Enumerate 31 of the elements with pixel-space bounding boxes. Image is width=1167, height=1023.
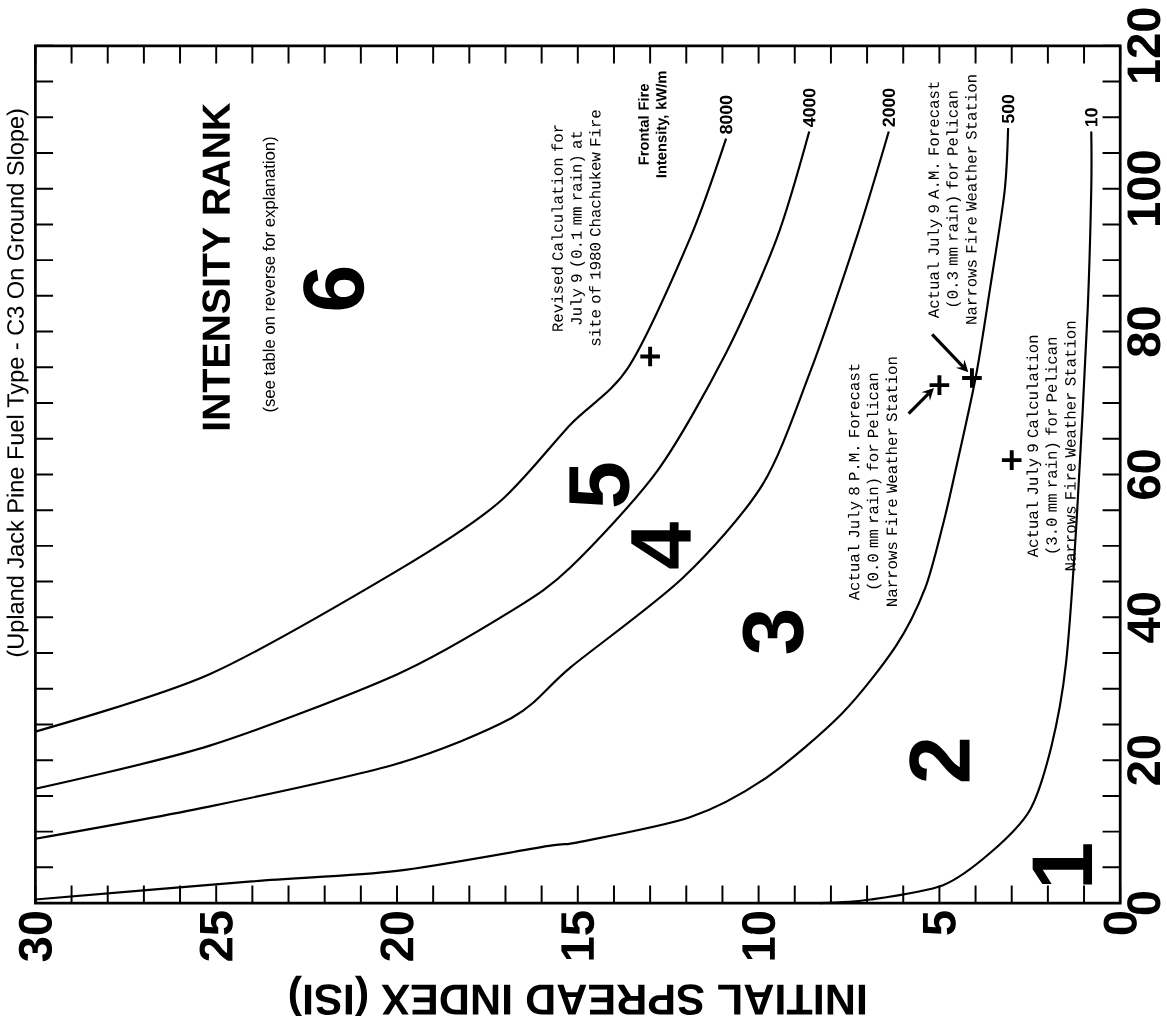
- text: (Upland Jack Pine Fuel Type - C3 On Ground Slope): [6, 109, 29, 657]
- y-tick-label: 100: [1127, 151, 1161, 226]
- y-tick-label: 60: [1127, 450, 1161, 500]
- annotation: 2: [909, 739, 970, 782]
- annotation: (see table on reverse for explanation): [262, 137, 279, 412]
- annotation: Actual July 8 P.M. Forecast (0.0 mm rain) for Pelican Narrows Fire Weather Station: [847, 357, 898, 607]
- x-tick-label: 10: [741, 912, 776, 960]
- annotation: Revised Calculation for July 9 (0.1 mm rain) at site of 1980 Chachukew Fire: [551, 110, 601, 346]
- y-tick-label: 20: [1127, 736, 1161, 785]
- legend-label: 10: [1085, 108, 1098, 127]
- annotation: 4: [631, 522, 691, 569]
- annotation: INTENSITY RANK: [202, 103, 231, 430]
- annotation: Actual July 9 A.M. Forecast (0.3 mm rain) for Pelican Narrows Fire Weather Station: [927, 75, 977, 324]
- x-axis-title: INITIAL SPREAD INDEX (ISI): [289, 976, 866, 1017]
- annotation: 1: [1032, 844, 1093, 885]
- y-tick-label: 40: [1127, 593, 1161, 643]
- x-tick-label: 20: [380, 912, 414, 961]
- text: 4000: [802, 88, 816, 128]
- x-tick-label: 30: [18, 912, 53, 962]
- x-tick-label: 15: [561, 911, 595, 960]
- annotation: 6: [303, 268, 365, 310]
- x-tick-label: 25: [199, 911, 233, 961]
- x-tick-label: 5: [922, 911, 956, 935]
- text: 2000: [882, 88, 896, 127]
- legend-title: Frontal Fire Intensity, kW/m: [638, 71, 670, 178]
- y-tick-label: 80: [1127, 307, 1161, 357]
- annotation: 5: [569, 463, 630, 507]
- y-tick-label: 120: [1127, 8, 1161, 83]
- text: 8000: [719, 96, 733, 135]
- text: 500: [1001, 95, 1015, 124]
- annotation: 3: [742, 610, 804, 654]
